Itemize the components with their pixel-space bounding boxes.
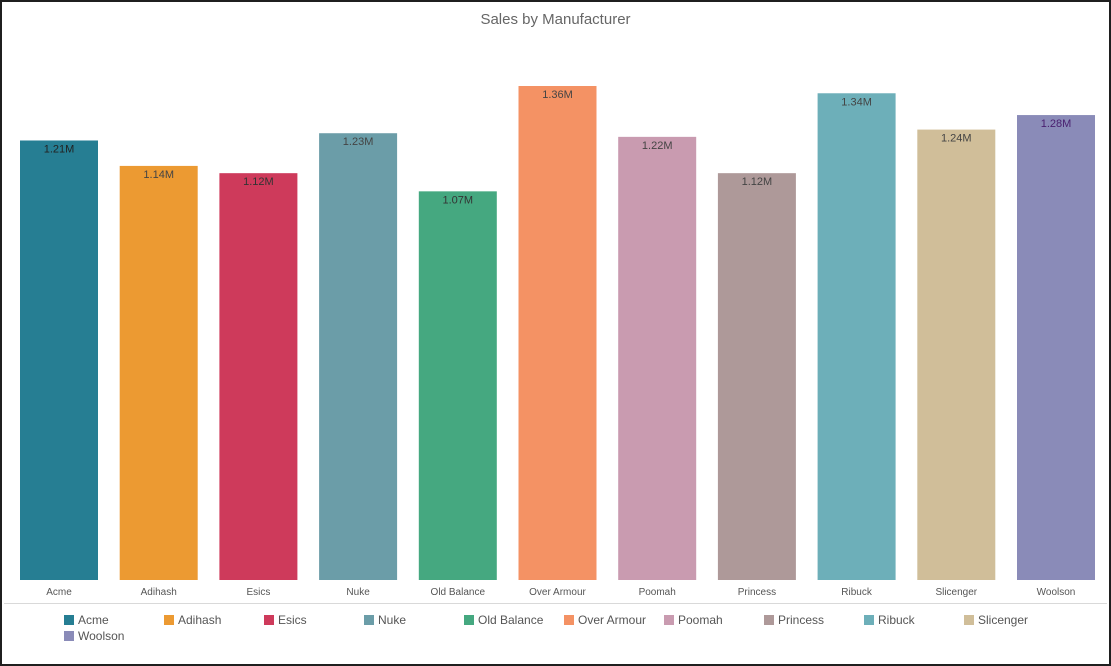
bar-adihash[interactable]	[119, 165, 198, 581]
data-label-slicenger: 1.24M	[941, 133, 972, 145]
legend-label: Slicenger	[978, 613, 1029, 627]
legend-swatch	[164, 615, 174, 625]
legend-label: Adihash	[178, 613, 222, 627]
legend-label: Esics	[278, 613, 307, 627]
data-label-esics: 1.12M	[243, 176, 274, 188]
chart-title: Sales by Manufacturer	[480, 11, 631, 28]
data-label-over-armour: 1.36M	[542, 89, 573, 101]
legend-item-ribuck[interactable]: Ribuck	[864, 612, 964, 628]
legend-swatch	[964, 615, 974, 625]
legend-swatch	[364, 615, 374, 625]
legend-label: Princess	[778, 613, 825, 627]
x-tick-label-old-balance: Old Balance	[431, 587, 486, 598]
legend-swatch	[64, 615, 74, 625]
bar-chart: 1.21M Acme 1.14M Adihash 1.12M Esics 1.23M Nuke…	[20, 86, 1095, 598]
legend-item-old-balance[interactable]: Old Balance	[464, 612, 564, 628]
bar-poomah[interactable]	[618, 136, 697, 580]
x-tick-label-over-armour: Over Armour	[529, 587, 586, 598]
legend-label: Old Balance	[478, 613, 544, 627]
legend-swatch	[64, 631, 74, 641]
x-tick-label-ribuck: Ribuck	[841, 587, 873, 598]
bar-princess[interactable]	[717, 173, 796, 581]
bar-old-balance[interactable]	[418, 191, 497, 580]
legend-swatch	[264, 615, 274, 625]
legend-swatch	[664, 615, 674, 625]
data-label-nuke: 1.23M	[343, 136, 374, 148]
legend-label: Poomah	[678, 613, 723, 627]
bar-acme[interactable]	[20, 140, 98, 580]
x-tick-label-nuke: Nuke	[346, 587, 370, 598]
legend-item-woolson[interactable]: Woolson	[64, 628, 164, 644]
legend-swatch	[864, 615, 874, 625]
data-label-ribuck: 1.34M	[841, 96, 872, 108]
legend-item-adihash[interactable]: Adihash	[164, 612, 264, 628]
legend-item-poomah[interactable]: Poomah	[664, 612, 764, 628]
legend-item-princess[interactable]: Princess	[764, 612, 864, 628]
bar-esics[interactable]	[219, 173, 298, 581]
chart-legend: Acme Adihash Esics Nuke Old Balance Over Armo…	[64, 612, 1064, 644]
x-tick-label-princess: Princess	[738, 587, 776, 598]
legend-item-slicenger[interactable]: Slicenger	[964, 612, 1064, 628]
legend-swatch	[764, 615, 774, 625]
legend-item-nuke[interactable]: Nuke	[364, 612, 464, 628]
bar-woolson[interactable]	[1017, 115, 1095, 580]
legend-label: Nuke	[378, 613, 407, 627]
data-label-princess: 1.12M	[742, 176, 773, 188]
bar-nuke[interactable]	[319, 133, 398, 580]
x-tick-label-woolson: Woolson	[1037, 587, 1076, 598]
legend-label: Acme	[78, 613, 109, 627]
data-label-adihash: 1.14M	[143, 169, 174, 181]
bar-ribuck[interactable]	[817, 93, 896, 580]
x-tick-label-acme: Acme	[46, 587, 72, 598]
data-label-poomah: 1.22M	[642, 140, 673, 152]
legend-item-over-armour[interactable]: Over Armour	[564, 612, 664, 628]
data-label-old-balance: 1.07M	[443, 194, 474, 206]
legend-label: Ribuck	[878, 613, 915, 627]
legend-label: Over Armour	[578, 613, 647, 627]
data-label-acme: 1.21M	[44, 143, 75, 155]
legend-swatch	[564, 615, 574, 625]
x-tick-label-poomah: Poomah	[639, 587, 676, 598]
legend-item-acme[interactable]: Acme	[64, 612, 164, 628]
legend-swatch	[464, 615, 474, 625]
legend-label: Woolson	[78, 629, 125, 643]
x-tick-label-adihash: Adihash	[141, 587, 177, 598]
legend-divider	[4, 603, 1107, 604]
legend-item-esics[interactable]: Esics	[264, 612, 364, 628]
x-tick-label-slicenger: Slicenger	[935, 587, 977, 598]
bar-slicenger[interactable]	[917, 129, 996, 580]
x-tick-label-esics: Esics	[246, 587, 270, 598]
data-label-woolson: 1.28M	[1041, 118, 1072, 130]
bar-over-armour[interactable]	[518, 86, 597, 580]
